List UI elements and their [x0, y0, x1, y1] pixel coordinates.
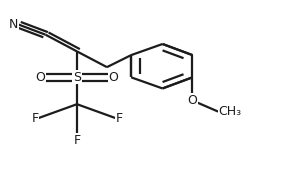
Text: S: S	[73, 71, 81, 84]
Text: O: O	[187, 94, 198, 107]
Text: N: N	[9, 18, 18, 31]
Text: F: F	[73, 134, 81, 147]
Text: O: O	[108, 71, 118, 84]
Text: F: F	[115, 112, 123, 125]
Text: F: F	[31, 112, 39, 125]
Text: O: O	[36, 71, 46, 84]
Text: CH₃: CH₃	[218, 105, 241, 118]
